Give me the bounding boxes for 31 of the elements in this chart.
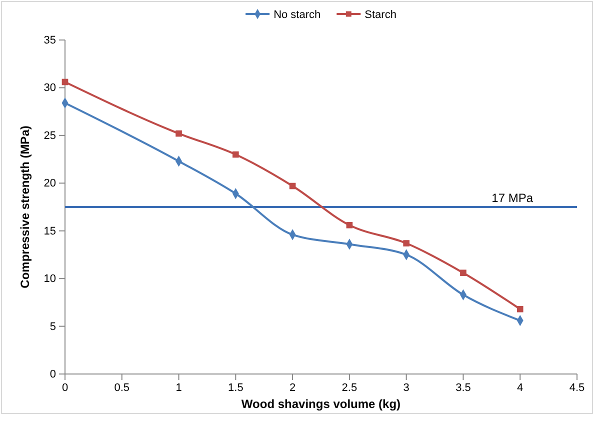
y-tick-label: 15 bbox=[44, 225, 56, 238]
y-tick-label: 10 bbox=[44, 273, 56, 286]
legend-label: No starch bbox=[274, 9, 321, 21]
point bbox=[289, 182, 296, 190]
y-tick-label: 20 bbox=[44, 178, 56, 190]
y-axis-title: Compressive strength (MPa) bbox=[18, 126, 32, 288]
point bbox=[460, 270, 466, 276]
x-axis-title: Wood shavings volume (kg) bbox=[241, 397, 401, 411]
x-tick-label: 1 bbox=[176, 382, 182, 394]
x-tick-label: 2 bbox=[289, 382, 296, 394]
y-tick-label: 5 bbox=[50, 320, 56, 333]
y-tick-label: 25 bbox=[44, 130, 56, 142]
x-tick-label: 0 bbox=[62, 382, 68, 394]
ref-line-label: 17 MPa bbox=[492, 191, 534, 205]
y-tick-label: 35 bbox=[44, 34, 56, 47]
legend-label: Starch bbox=[364, 9, 396, 21]
point bbox=[232, 151, 239, 158]
point bbox=[346, 222, 353, 228]
point bbox=[176, 130, 182, 137]
point bbox=[403, 240, 410, 246]
x-tick-label: 1.5 bbox=[228, 382, 244, 394]
x-tick-label: 2.5 bbox=[342, 382, 358, 394]
point bbox=[62, 78, 68, 86]
point bbox=[516, 306, 524, 312]
x-tick-label: 4.5 bbox=[569, 382, 585, 394]
y-tick-label: 0 bbox=[50, 368, 56, 381]
y-tick-label: 30 bbox=[44, 82, 56, 94]
x-tick-label: 4 bbox=[517, 382, 524, 394]
x-tick-label: 3 bbox=[403, 382, 410, 394]
x-tick-label: 0.5 bbox=[114, 382, 130, 394]
x-tick-label: 3.5 bbox=[456, 382, 471, 394]
